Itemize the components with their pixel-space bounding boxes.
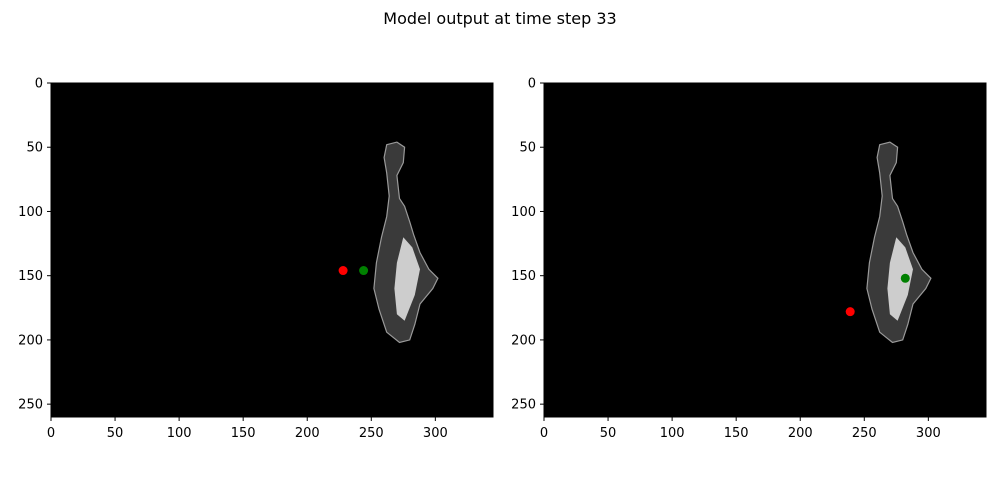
y-tick-label: 100: [18, 205, 43, 220]
image-background: [544, 83, 986, 417]
x-tick-label: 50: [600, 426, 617, 441]
x-tick-label: 0: [540, 426, 548, 441]
x-tick-label: 100: [660, 426, 685, 441]
y-tick-label: 250: [511, 398, 536, 413]
x-tick-label: 100: [167, 426, 192, 441]
x-tick-label: 200: [295, 426, 320, 441]
x-tick-label: 150: [724, 426, 749, 441]
object-highlight: [394, 237, 420, 321]
y-tick-label: 200: [511, 333, 536, 348]
left-panel: 0 50 100 150 200 250 300 0 50 100 150 200 250: [18, 77, 494, 441]
y-tick-label: 50: [26, 141, 43, 156]
x-tick-label: 300: [423, 426, 448, 441]
y-tick-label: 100: [511, 205, 536, 220]
x-tick-label: 50: [107, 426, 124, 441]
x-tick-label: 0: [47, 426, 55, 441]
y-tick-label: 250: [18, 398, 43, 413]
right-panel: 0 50 100 150 200 250 300 0 50 100 150 200 250: [511, 77, 987, 441]
y-tick-label: 200: [18, 333, 43, 348]
marker-right-0-0: [845, 307, 855, 317]
axes-frame: [543, 82, 987, 418]
y-tick-label: 0: [528, 77, 536, 92]
image-background: [51, 83, 493, 417]
x-tick-label: 300: [916, 426, 941, 441]
y-tick-label: 0: [35, 77, 43, 92]
x-tick-label: 250: [359, 426, 384, 441]
axes-frame: [50, 82, 494, 418]
marker-left-1-0: [359, 266, 369, 276]
x-tick-label: 250: [852, 426, 877, 441]
x-tick-label: 200: [788, 426, 813, 441]
y-tick-label: 50: [519, 141, 536, 156]
marker-left-0-0: [338, 266, 348, 276]
y-tick-label: 150: [511, 269, 536, 284]
x-tick-label: 150: [231, 426, 256, 441]
marker-right-1-0: [900, 273, 910, 283]
object-highlight: [887, 237, 913, 321]
figure-title: Model output at time step 33: [383, 9, 616, 28]
y-tick-label: 150: [18, 269, 43, 284]
